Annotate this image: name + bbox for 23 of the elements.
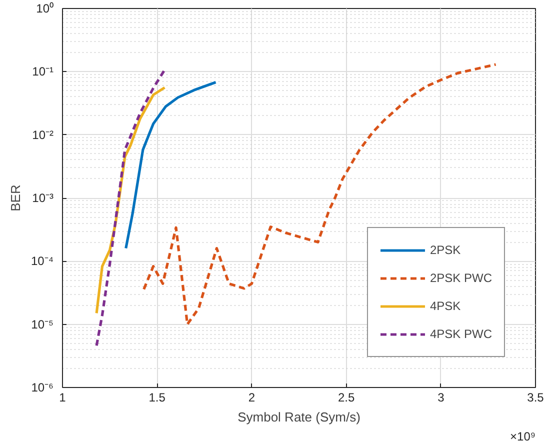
line-series (124, 80, 218, 250)
line-series (142, 63, 498, 326)
legend-label: 4PSK PWC (430, 327, 492, 341)
y-tick-label: 10⁻⁶ (31, 380, 54, 394)
x-tick-label: 1 (59, 390, 66, 404)
line-series (95, 68, 166, 347)
legend-label: 2PSK (430, 243, 461, 257)
x-axis-title: Symbol Rate (Sym/s) (238, 410, 360, 424)
x-tick-label: 3.5 (527, 390, 544, 404)
x-tick-label: 2.5 (338, 390, 355, 404)
y-tick-label: 10⁰ (36, 2, 54, 16)
y-tick-label: 10⁻² (32, 128, 54, 142)
y-tick-label: 10⁻³ (32, 191, 54, 205)
y-tick-label: 10⁻¹ (32, 64, 54, 79)
y-tick-label: 10⁻⁵ (31, 317, 54, 332)
y-axis-title: BER (8, 184, 23, 212)
legend-label: 4PSK (430, 299, 461, 313)
x-tick-label: 2 (248, 390, 256, 404)
legend-label: 2PSK PWC (430, 271, 492, 285)
x-tick-label: 1.5 (148, 390, 166, 404)
y-tick-label: 10⁻⁴ (30, 254, 54, 268)
text: ×10⁹ (510, 430, 536, 443)
x-tick-label: 3 (438, 390, 445, 404)
